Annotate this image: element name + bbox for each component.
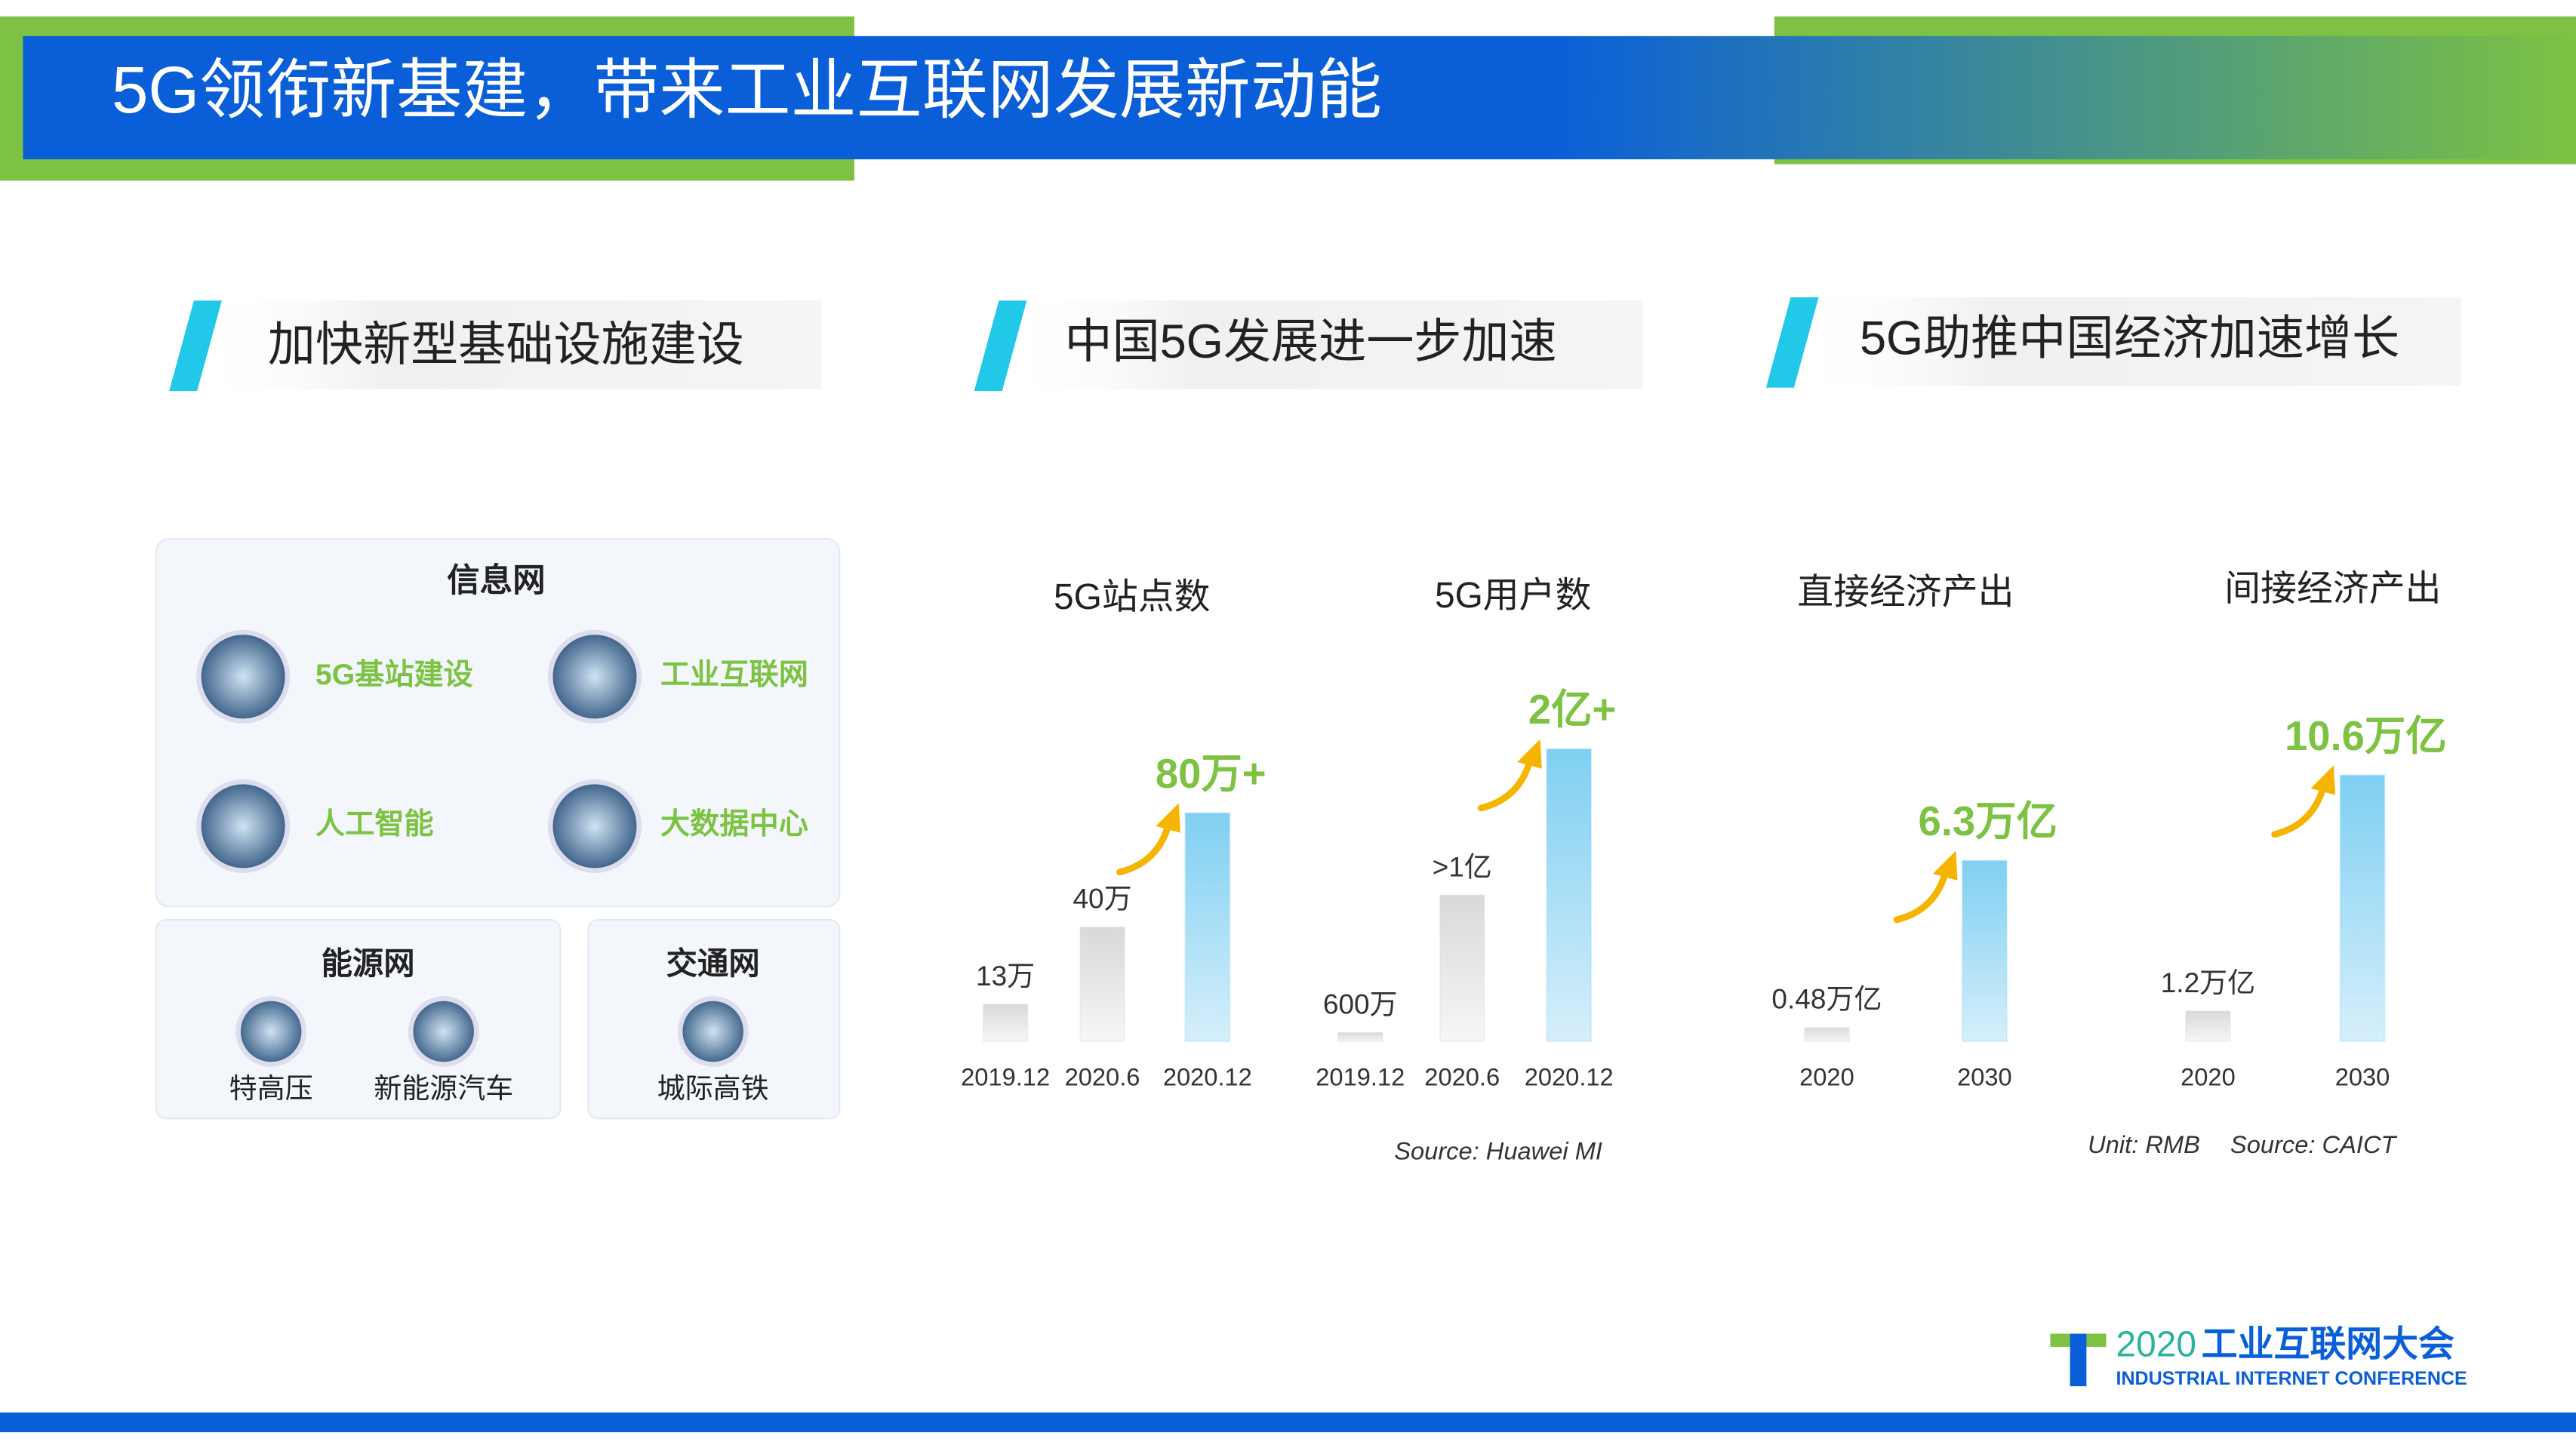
item-label: 工业互联网	[660, 659, 808, 691]
bar	[1079, 926, 1126, 1043]
bar	[1439, 894, 1485, 1043]
value-label: 10.6万亿	[2285, 713, 2447, 759]
section-headers: 加快新型基础设施建设 中国5G发展进一步加速 5G助推中国经济加速增长	[169, 297, 2461, 392]
value-label: 13万	[976, 961, 1035, 991]
x-tick-label: 2020.12	[1525, 1063, 1614, 1091]
trend-arrowhead	[1156, 803, 1180, 833]
icon	[196, 629, 291, 724]
bar	[1184, 812, 1231, 1043]
logo-mark	[2070, 1333, 2087, 1387]
section-band	[197, 300, 822, 389]
trend-arrowhead	[1932, 850, 1958, 881]
item-label: 新能源汽车	[374, 1073, 513, 1104]
group-box	[155, 918, 562, 1120]
chart-title: 直接经济产出	[1797, 573, 2014, 613]
item-label: 大数据中心	[660, 808, 808, 841]
chart: 5G站点数 2019.12 13万 2020.6 40万 2020.12 80万+	[961, 577, 1266, 1091]
icon	[196, 779, 291, 873]
x-tick-label: 2020.6	[1065, 1063, 1140, 1091]
item-label: 特高压	[229, 1073, 313, 1104]
chart-title: 间接经济产出	[2224, 569, 2441, 609]
bar	[1803, 1026, 1850, 1043]
x-tick-label: 2030	[2335, 1063, 2390, 1091]
logo-name: 工业互联网大会	[2202, 1325, 2454, 1365]
trend-arrow	[1893, 867, 1950, 924]
bar	[2184, 1010, 2231, 1043]
logo-year: 2020	[2116, 1325, 2197, 1365]
section-band	[1790, 297, 2461, 386]
section-marker	[169, 300, 222, 392]
x-tick-label: 2030	[1957, 1063, 2012, 1091]
chart-title: 5G站点数	[1054, 577, 1210, 617]
header-title: 5G领衔新基建，带来工业互联网发展新动能	[112, 54, 1382, 127]
item-label: 城际高铁	[657, 1073, 769, 1104]
bar	[1961, 859, 2008, 1043]
value-label: 1.2万亿	[2161, 967, 2255, 998]
value-label: >1亿	[1433, 851, 1492, 882]
section-marker	[974, 300, 1027, 392]
bar	[2339, 774, 2386, 1043]
trend-arrow	[1477, 755, 1534, 812]
section-marker	[1765, 297, 1819, 388]
infrastructure-panel: 信息网 5G基站建设 工业互联网 人工智能 大数据中心 能源网 特高压 新能源汽…	[155, 537, 841, 1120]
icon	[677, 996, 749, 1067]
chart: 间接经济产出 2020 1.2万亿 2030 10.6万亿	[2161, 569, 2447, 1090]
section-title: 加快新型基础设施建设	[268, 318, 744, 371]
group-title: 能源网	[322, 946, 415, 981]
section-title: 中国5G发展进一步加速	[1064, 315, 1556, 368]
section-band	[1002, 300, 1643, 389]
value-label: 80万+	[1156, 751, 1266, 797]
x-tick-label: 2020.6	[1424, 1063, 1500, 1091]
section-title: 5G助推中国经济加速增长	[1860, 312, 2399, 364]
chart: 5G用户数 2019.12 600万 2020.6 >1亿 2020.12 2亿+	[1316, 576, 1616, 1091]
x-tick-label: 2020.12	[1163, 1063, 1252, 1091]
x-tick-label: 2020	[2181, 1063, 2236, 1091]
group-title: 交通网	[666, 946, 760, 981]
trend-arrowhead	[1517, 739, 1542, 769]
value-label: 2亿+	[1528, 687, 1616, 733]
trend-arrow	[1116, 819, 1173, 876]
value-label: 6.3万亿	[1919, 798, 2057, 844]
source-note: Source: CAICT	[2230, 1130, 2398, 1158]
x-tick-label: 2020	[1799, 1063, 1854, 1091]
value-label: 40万	[1073, 884, 1131, 915]
trend-arrowhead	[2310, 765, 2336, 795]
logo: 2020 工业互联网大会 INDUSTRIAL INTERNET CONFERE…	[2050, 1325, 2467, 1389]
bar	[1337, 1031, 1383, 1043]
group-box	[155, 537, 841, 908]
source-note: Source: Huawei MI	[1394, 1137, 1602, 1165]
value-label: 0.48万亿	[1771, 984, 1882, 1015]
header-bar	[23, 35, 2576, 160]
item-label: 5G基站建设	[315, 659, 473, 691]
item-label: 人工智能	[315, 808, 434, 841]
bar	[1546, 748, 1593, 1043]
chart: 直接经济产出 2020 0.48万亿 2030 6.3万亿	[1771, 573, 2057, 1091]
unit-note: Unit: RMB	[2088, 1130, 2200, 1158]
icon	[235, 996, 306, 1067]
footer-bar	[0, 1412, 2576, 1433]
icon	[547, 629, 642, 724]
icon	[547, 779, 642, 873]
trend-arrow	[2271, 782, 2328, 838]
icon	[408, 996, 479, 1067]
logo-english: INDUSTRIAL INTERNET CONFERENCE	[2116, 1368, 2467, 1389]
value-label: 600万	[1323, 988, 1398, 1019]
group-title: 信息网	[447, 563, 546, 599]
chart-title: 5G用户数	[1435, 576, 1591, 616]
x-tick-label: 2019.12	[961, 1063, 1050, 1091]
bar	[982, 1003, 1029, 1043]
x-tick-label: 2019.12	[1316, 1063, 1405, 1091]
